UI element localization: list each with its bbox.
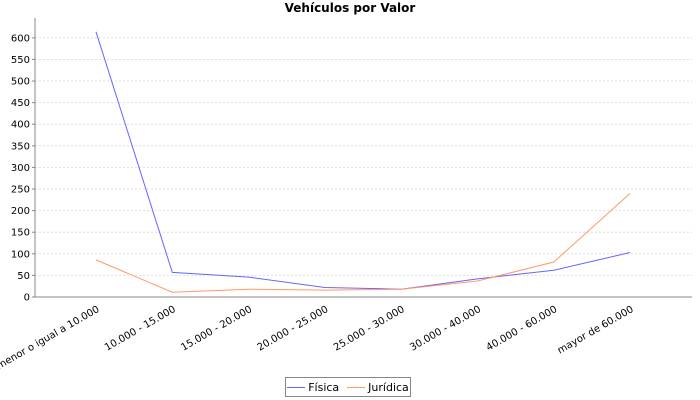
legend-swatch-fisica [287, 386, 306, 388]
legend-label-juridica: Jurídica [368, 380, 409, 394]
x-tick-label: 30.000 - 40.000 [408, 304, 483, 354]
y-tick-label: 350 [11, 141, 30, 152]
legend-item-fisica: Física [287, 381, 339, 394]
y-tick-label: 150 [11, 228, 30, 239]
y-tick-label: 100 [11, 249, 30, 260]
y-tick-label: 250 [11, 185, 30, 196]
x-tick-label: mayor de 60.000 [556, 304, 636, 356]
legend-swatch-juridica [347, 386, 366, 388]
legend: Física Jurídica [285, 377, 411, 397]
y-tick-label: 500 [11, 77, 30, 88]
y-tick-label: 450 [11, 98, 30, 109]
y-tick-label: 50 [17, 271, 30, 282]
y-tick-label: 200 [11, 206, 30, 217]
x-tick-label: menor o igual a 10.000 [0, 304, 102, 372]
series-line-juridica [95, 192, 631, 293]
legend-label-fisica: Física [308, 380, 340, 394]
x-tick-label: 10.000 - 15.000 [103, 304, 178, 354]
legend-item-juridica: Jurídica [347, 381, 409, 394]
y-tick-label: 600 [11, 33, 30, 44]
x-tick-label: 20.000 - 25.000 [256, 304, 331, 354]
y-tick-label: 400 [11, 120, 30, 131]
y-tick-label: 550 [11, 55, 30, 66]
series-line-fisica [95, 31, 631, 290]
y-tick-label: 0 [24, 293, 30, 304]
x-tick-label: 15.000 - 20.000 [179, 304, 254, 354]
y-tick-label: 300 [11, 163, 30, 174]
x-tick-label: 40.000 - 60.000 [485, 304, 560, 354]
chart-title: Vehículos por Valor [284, 1, 416, 15]
x-tick-label: 25.000 - 30.000 [332, 304, 407, 354]
